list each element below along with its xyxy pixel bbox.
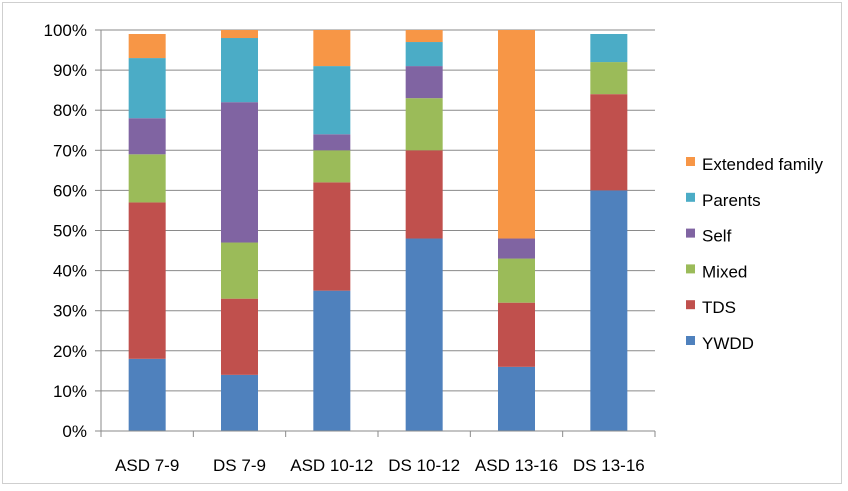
bar-segment (128, 358, 166, 431)
x-tick-label: ASD 10-12 (290, 456, 373, 475)
bar-segment (405, 238, 443, 431)
bar-segment (405, 98, 443, 151)
y-tick-label: 90% (53, 61, 87, 80)
x-tick-label: ASD 7-9 (115, 456, 179, 475)
legend-swatch (686, 228, 695, 238)
bar-segment (590, 94, 628, 191)
bar-segment (221, 30, 258, 39)
bar-segment (498, 238, 535, 259)
legend-label: Self (702, 227, 732, 246)
bar-segment (128, 118, 166, 155)
legend-swatch (686, 192, 695, 202)
bar-segment (498, 366, 535, 431)
bar-segment (128, 58, 166, 119)
y-tick-label: 0% (62, 422, 87, 441)
bars (128, 30, 628, 431)
bar-segment (498, 258, 535, 303)
x-tick-label: DS 10-12 (388, 456, 460, 475)
y-tick-label: 10% (53, 382, 87, 401)
y-tick-label: 100% (44, 21, 87, 40)
bar-segment (221, 298, 258, 375)
y-tick-label: 20% (53, 342, 87, 361)
legend-label: Extended family (702, 155, 823, 174)
bar-segment (313, 182, 351, 291)
legend: Extended family Parents Self Mixed TDS YWDD (686, 155, 823, 353)
bar-segment (221, 38, 258, 103)
bar-segment (313, 290, 351, 431)
x-tick-label: DS 7-9 (213, 456, 266, 475)
bar-segment (221, 242, 258, 299)
bar-segment (405, 42, 443, 67)
x-tick-labels: ASD 7-9 DS 7-9 ASD 10-12 DS 10-12 ASD 13-16 D… (115, 456, 645, 475)
y-tick-labels: 0% 10% 20% 30% 40% 50% 60% 70% 80% 90% 100% (44, 21, 87, 441)
x-tick-label: DS 13-16 (573, 456, 645, 475)
bar-segment (221, 102, 258, 243)
y-tick-label: 30% (53, 302, 87, 321)
bar-segment (405, 150, 443, 239)
x-tick-label: ASD 13-16 (475, 456, 558, 475)
legend-swatch (686, 157, 695, 166)
legend-swatch (686, 300, 695, 310)
legend-label: TDS (702, 298, 736, 317)
bar-segment (221, 374, 258, 431)
y-tick-label: 70% (53, 141, 87, 160)
bar-segment (313, 66, 351, 135)
bar-segment (313, 30, 351, 67)
bar-segment (590, 34, 628, 63)
y-tick-label: 60% (53, 181, 87, 200)
legend-swatch (686, 336, 695, 345)
bar-segment (405, 66, 443, 99)
bar-segment (313, 134, 351, 151)
bar-segment (128, 34, 166, 59)
legend-label: YWDD (702, 334, 754, 353)
bar-segment (405, 30, 443, 43)
bar-segment (313, 150, 351, 183)
legend-swatch (686, 264, 695, 274)
bar-segment (498, 30, 535, 239)
bar-segment (498, 302, 535, 367)
y-tick-label: 80% (53, 101, 87, 120)
y-tick-label: 40% (53, 262, 87, 281)
gridlines (101, 29, 655, 392)
bar-segment (590, 62, 628, 95)
bar-segment (128, 154, 166, 203)
bar-segment (590, 190, 628, 431)
y-tick-label: 50% (53, 222, 87, 241)
legend-label: Parents (702, 191, 761, 210)
axes (95, 29, 656, 437)
legend-label: Mixed (702, 262, 747, 281)
bar-segment (128, 202, 166, 359)
